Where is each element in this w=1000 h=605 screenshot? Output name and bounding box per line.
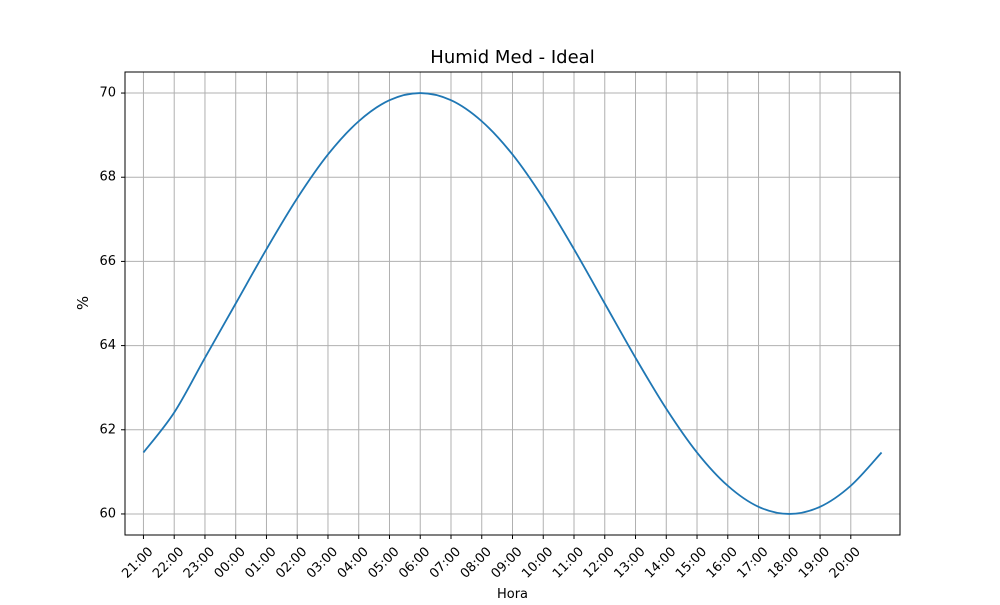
x-tick-label: 00:00 bbox=[212, 544, 249, 581]
x-tick-label: 12:00 bbox=[581, 544, 618, 581]
x-tick-label: 10:00 bbox=[519, 544, 556, 581]
y-tick-label: 68 bbox=[99, 170, 116, 185]
x-tick-label: 22:00 bbox=[150, 544, 187, 581]
x-tick-label: 08:00 bbox=[458, 544, 495, 581]
series-layer bbox=[142, 92, 883, 515]
x-tick-label: 06:00 bbox=[396, 544, 433, 581]
x-tick-label: 02:00 bbox=[273, 544, 310, 581]
y-tick-label: 60 bbox=[99, 506, 116, 521]
x-tick-label: 21:00 bbox=[119, 544, 156, 581]
x-tick-label: 11:00 bbox=[550, 544, 587, 581]
x-tick-label: 01:00 bbox=[242, 544, 279, 581]
chart-title: Humid Med - Ideal bbox=[430, 47, 594, 68]
x-tick-label: 07:00 bbox=[427, 544, 464, 581]
x-tick-label: 17:00 bbox=[734, 544, 771, 581]
y-tick-label: 70 bbox=[99, 86, 116, 101]
x-tick-label: 19:00 bbox=[796, 544, 833, 581]
x-tick-label: 16:00 bbox=[704, 544, 741, 581]
series-line bbox=[142, 92, 883, 515]
y-axis: 60 62 64 66 68 70 bbox=[99, 86, 125, 521]
x-tick-label: 14:00 bbox=[642, 544, 679, 581]
x-axis-label: Hora bbox=[497, 587, 528, 600]
x-tick-label: 09:00 bbox=[488, 544, 525, 581]
y-tick-label: 66 bbox=[99, 254, 116, 269]
x-tick-label: 23:00 bbox=[181, 544, 218, 581]
x-tick-label: 15:00 bbox=[673, 544, 710, 581]
y-tick-label: 62 bbox=[99, 422, 116, 437]
x-axis: 21:0022:0023:0000:0001:0002:0003:0004:00… bbox=[119, 535, 864, 582]
x-tick-label: 13:00 bbox=[611, 544, 648, 581]
x-tick-label: 04:00 bbox=[335, 544, 372, 581]
x-tick-label: 03:00 bbox=[304, 544, 341, 581]
y-axis-label: % bbox=[74, 296, 92, 310]
grid bbox=[125, 72, 900, 535]
x-tick-label: 18:00 bbox=[765, 544, 802, 581]
x-tick-label: 20:00 bbox=[827, 544, 864, 581]
y-tick-label: 64 bbox=[99, 338, 116, 353]
x-tick-label: 05:00 bbox=[365, 544, 402, 581]
